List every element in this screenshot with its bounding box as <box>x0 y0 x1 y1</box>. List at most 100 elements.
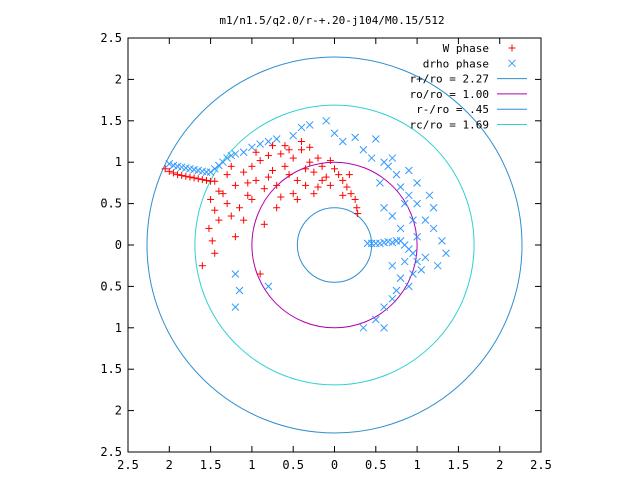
w-phase-point <box>351 195 359 203</box>
w-phase-point <box>169 169 177 177</box>
reference-circles <box>146 56 523 434</box>
w-phase-point <box>165 167 173 175</box>
y-tick-label: 1 <box>115 321 122 335</box>
drho-phase-point <box>388 154 397 162</box>
drho-phase-point <box>417 265 426 274</box>
drho-phase-point <box>351 133 360 142</box>
marker-stroke <box>305 121 314 129</box>
w-phase-point <box>293 195 301 203</box>
marker-stroke <box>359 145 368 154</box>
w-phase-point <box>306 158 314 166</box>
drho-phase-point <box>380 203 388 212</box>
circle-r-ro-45 <box>296 207 373 283</box>
w-phase-point <box>186 173 194 181</box>
drho-phase-point <box>433 261 442 270</box>
x-tick-label: 0.5 <box>282 458 304 472</box>
drho-phase-point <box>371 315 380 324</box>
legend-label: ro/ro = 1.00 <box>410 88 489 101</box>
legend-label: r-/ro = .45 <box>416 103 489 116</box>
marker-stroke <box>198 167 207 176</box>
marker-stroke <box>404 245 413 253</box>
legend-label: W phase <box>443 42 489 55</box>
drho-phase-point <box>388 238 397 247</box>
x-tick-label: 2 <box>496 458 503 472</box>
y-tick-label: 1 <box>115 155 122 169</box>
y-tick-label: 0.5 <box>100 279 122 293</box>
legend: W phase drho phase r+/ro = 2.27 ro/ro = 1.0… <box>410 42 527 132</box>
w-phase-point <box>318 176 326 184</box>
w-phase-point <box>236 204 244 212</box>
marker-stroke <box>190 165 198 174</box>
w-phase-point <box>252 148 260 156</box>
w-phase-point <box>215 187 223 195</box>
w-phase-point <box>273 204 281 212</box>
w-phase-point <box>269 166 277 174</box>
drho-phase-point <box>367 154 376 162</box>
marker-stroke <box>421 216 430 225</box>
marker-stroke <box>215 161 223 170</box>
w-phase-point <box>331 165 338 173</box>
w-phase-point <box>314 154 322 162</box>
w-phase-point <box>252 176 260 184</box>
marker-stroke <box>417 265 426 274</box>
w-phase-point <box>353 204 361 212</box>
x-tick-label: 1.5 <box>448 458 470 472</box>
marker-stroke <box>413 232 421 241</box>
marker-stroke <box>388 154 397 162</box>
w-phase-point <box>256 157 264 165</box>
w-phase-point <box>178 171 186 179</box>
drho-phase-point <box>338 137 347 146</box>
legend-label: drho phase <box>423 57 489 70</box>
marker-stroke <box>400 241 409 249</box>
w-phase-point <box>335 171 343 179</box>
drho-phase-point <box>297 123 306 132</box>
drho-phase-point <box>359 145 368 154</box>
marker-stroke <box>231 270 240 278</box>
drho-phase-point <box>322 116 331 125</box>
marker-stroke <box>413 179 421 187</box>
y-tick-label: 0 <box>115 238 122 252</box>
legend-marker <box>508 44 516 52</box>
marker-stroke <box>380 323 388 332</box>
w-phase-point <box>194 175 202 183</box>
w-phase-point <box>326 157 334 165</box>
w-phase-point <box>297 146 305 154</box>
drho-phase-point <box>248 143 256 152</box>
x-tick-label: 1 <box>413 458 420 472</box>
w-phase-point <box>310 168 318 176</box>
marker-stroke <box>388 238 397 247</box>
marker-stroke <box>396 183 405 191</box>
w-phase-point <box>227 212 235 220</box>
drho-phase-point <box>371 135 380 143</box>
w-phase-point <box>205 224 213 232</box>
marker-stroke <box>330 129 339 138</box>
marker-stroke <box>223 154 231 162</box>
marker-stroke <box>508 59 516 68</box>
marker-stroke <box>367 154 376 162</box>
legend-label: rc/ro = 1.69 <box>410 119 489 132</box>
w-phase-point <box>211 206 219 214</box>
w-phase-point <box>260 185 268 193</box>
drho-phase-point <box>392 286 401 295</box>
w-phase-point <box>211 177 219 185</box>
y-tick-label: 1.5 <box>100 114 122 128</box>
w-phase-point <box>289 154 297 162</box>
drho-phase-point <box>409 249 417 258</box>
drho-phase-point <box>388 261 397 270</box>
w-phase-point <box>161 165 169 173</box>
y-tick-label: 2.5 <box>100 31 122 45</box>
y-tick-label: 2 <box>115 404 122 418</box>
marker-stroke <box>388 261 397 270</box>
drho-phase-point <box>404 191 413 200</box>
w-phase-point <box>219 190 227 198</box>
drho-phase-point <box>231 303 240 311</box>
marker-stroke <box>248 143 256 152</box>
marker-stroke <box>177 163 186 172</box>
w-phase-point <box>223 200 231 208</box>
marker-stroke <box>404 282 413 291</box>
marker-stroke <box>173 162 182 171</box>
w-phase-point <box>269 142 277 150</box>
drho-phase-point <box>442 249 450 258</box>
w-phase-point <box>240 168 248 176</box>
marker-stroke <box>210 164 219 173</box>
